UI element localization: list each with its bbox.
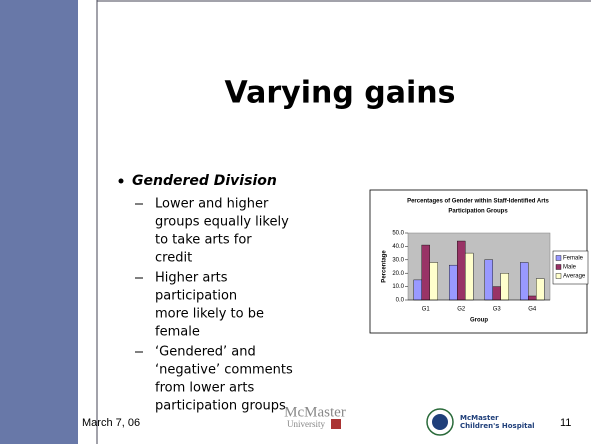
- slide-title: Varying gains: [225, 76, 456, 111]
- footer-date: March 7, 06: [82, 417, 140, 429]
- x-axis-label: Group: [470, 318, 488, 324]
- legend-label: Female: [563, 256, 584, 262]
- y-tick-label: 10.0: [392, 284, 404, 290]
- bar: [421, 244, 430, 301]
- bar: [449, 264, 458, 301]
- sub-bullet-line: from lower arts: [155, 381, 254, 396]
- y-tick-label: 0.0: [396, 298, 405, 304]
- legend-label: Average: [563, 274, 586, 280]
- bar: [429, 262, 438, 301]
- y-tick-label: 50.0: [392, 231, 404, 237]
- hospital-name-2: Children's Hospital: [460, 422, 535, 430]
- bar: [457, 240, 466, 301]
- bar: [528, 295, 537, 301]
- logo-crest: [331, 419, 341, 429]
- side-band: [0, 0, 78, 444]
- bar: [536, 278, 545, 301]
- x-tick-label: G3: [493, 307, 502, 313]
- chart-title: Participation Groups: [448, 209, 508, 215]
- legend-swatch: [555, 273, 562, 279]
- logo-text: McMaster: [284, 404, 346, 420]
- bullet-heading: Gendered Division: [132, 173, 277, 189]
- sub-bullet-line: groups equally likely: [155, 215, 289, 230]
- y-tick-label: 20.0: [392, 271, 404, 277]
- x-tick-label: G4: [528, 307, 537, 313]
- sub-bullet-line: female: [155, 325, 200, 340]
- y-tick-label: 30.0: [392, 257, 404, 263]
- bar: [500, 273, 509, 301]
- hospital-name: McMaster: [460, 414, 499, 422]
- bar: [413, 279, 422, 301]
- y-axis-label: Percentage: [382, 250, 388, 283]
- page-number: 11: [560, 417, 571, 429]
- bar: [465, 252, 474, 301]
- sub-bullet-line: ‘negative’ comments: [155, 363, 293, 378]
- bar: [520, 262, 529, 301]
- sub-bullet-line: to take arts for: [155, 233, 252, 248]
- sub-bullet-line: participation: [155, 289, 237, 304]
- sub-bullet-line: more likely to be: [155, 307, 264, 322]
- x-tick-label: G2: [457, 307, 466, 313]
- sub-bullet-line: participation groups: [155, 399, 286, 414]
- sub-bullet-line: Higher arts: [155, 271, 228, 286]
- bullet: [118, 178, 124, 184]
- logo-subtext: University: [287, 419, 325, 429]
- chart-title: Percentages of Gender within Staff-Ident…: [407, 199, 549, 205]
- sub-bullet-line: credit: [155, 251, 192, 266]
- legend-label: Male: [563, 265, 577, 271]
- legend-swatch: [555, 255, 562, 261]
- sub-bullet-line: Lower and higher: [155, 197, 269, 212]
- legend-swatch: [555, 264, 562, 270]
- bar: [492, 286, 501, 301]
- x-tick-label: G1: [422, 307, 431, 313]
- bar: [484, 259, 493, 301]
- y-tick-label: 40.0: [392, 244, 404, 250]
- hospital-emblem-core: [432, 414, 448, 430]
- sub-bullet-line: ‘Gendered’ and: [155, 345, 256, 360]
